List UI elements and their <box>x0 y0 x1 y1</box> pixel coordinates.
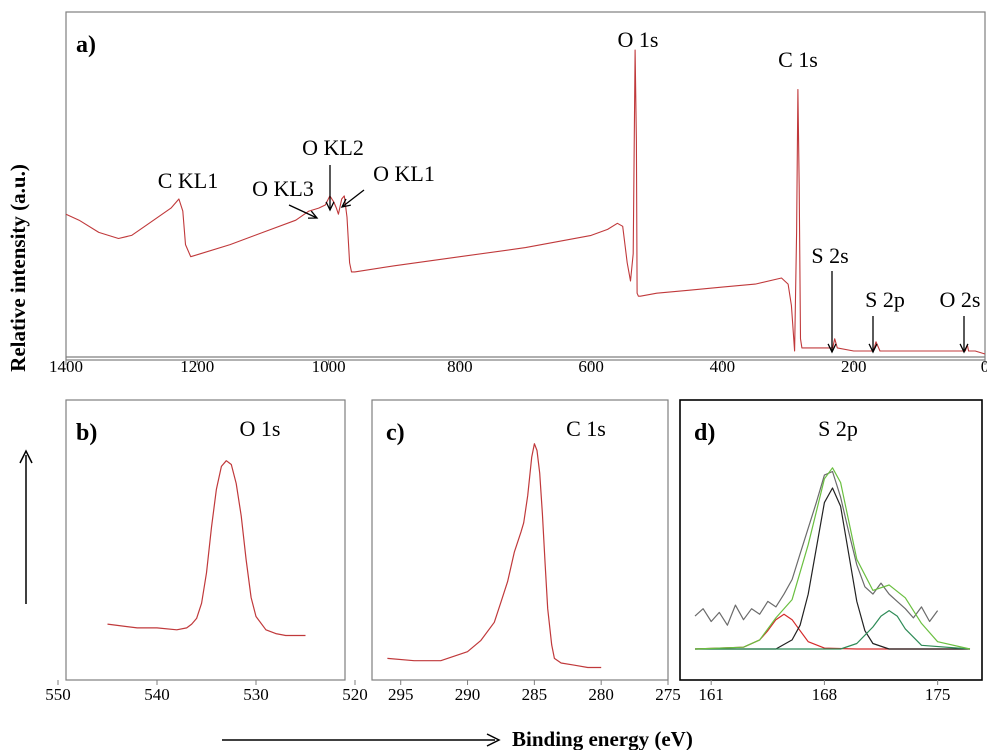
annotation-arrowhead <box>827 343 837 354</box>
annotation-arrowhead <box>340 198 351 208</box>
x-tick-label: 295 <box>388 685 414 704</box>
peak-annotation: O KL2 <box>302 135 364 160</box>
x-tick-label: 530 <box>243 685 269 704</box>
peak-annotation: S 2p <box>865 287 905 312</box>
x-tick-label: 400 <box>710 357 736 376</box>
panel-label: d) <box>694 420 715 446</box>
x-tick-label: 800 <box>447 357 473 376</box>
peak-annotation: C 1s <box>778 47 818 72</box>
plot-frame <box>65 11 986 361</box>
panel-title: O 1s <box>240 416 281 441</box>
annotation-arrowhead <box>325 201 335 212</box>
y-axis-title: Relative intensity (a.u.) <box>6 164 30 372</box>
series-line <box>387 443 602 669</box>
peak-annotation: O 1s <box>618 27 659 52</box>
peak-annotation: O KL3 <box>252 176 314 201</box>
panel-b: 550 540 530 520 b) O 1s <box>45 399 368 704</box>
series-line <box>694 470 939 626</box>
x-axis-title: Binding energy (eV) <box>512 727 693 750</box>
panel-title: C 1s <box>566 416 606 441</box>
y-axis-arrow-head <box>19 449 33 464</box>
annotation-arrow <box>341 189 365 208</box>
series-line <box>107 460 306 637</box>
peak-annotation: O 2s <box>940 287 981 312</box>
panel-title: S 2p <box>818 416 858 441</box>
annotation-arrowhead <box>868 343 878 354</box>
panel-a: 1400 1200 1000 800 600 400 200 0 a) O 1s C 1s C KL1… <box>49 11 987 376</box>
x-tick-label: 175 <box>925 685 951 704</box>
x-tick-label: 550 <box>45 685 71 704</box>
x-tick-label: 0 <box>981 357 987 376</box>
plot-frame <box>371 399 669 681</box>
x-tick-label: 168 <box>812 685 838 704</box>
x-tick-label: 540 <box>144 685 170 704</box>
panel-d: 161 168 175 d) S 2p <box>679 399 983 704</box>
x-axis-arrow-head <box>486 733 501 747</box>
annotation-arrowhead <box>959 343 969 354</box>
panel-label: b) <box>76 420 97 446</box>
x-tick-label: 520 <box>342 685 368 704</box>
plot-frame <box>65 399 346 681</box>
x-tick-label: 285 <box>522 685 548 704</box>
x-tick-label: 1400 <box>49 357 83 376</box>
series-line <box>65 49 986 355</box>
x-tick-label: 1000 <box>312 357 346 376</box>
x-tick-label: 600 <box>578 357 604 376</box>
peak-annotation: O KL1 <box>373 161 435 186</box>
x-tick-label: 200 <box>841 357 867 376</box>
x-tick-label: 290 <box>455 685 481 704</box>
series-line <box>695 487 970 650</box>
peak-annotation: C KL1 <box>158 168 219 193</box>
series-line <box>694 467 971 650</box>
x-tick-label: 161 <box>698 685 724 704</box>
annotation-arrow <box>288 204 318 219</box>
panel-label: a) <box>76 32 96 58</box>
x-tick-label: 275 <box>655 685 681 704</box>
x-tick-label: 280 <box>588 685 614 704</box>
panel-label: c) <box>386 420 405 446</box>
plot-frame <box>679 399 983 681</box>
panel-c: 295 290 285 280 275 c) C 1s <box>371 399 681 704</box>
annotation-arrowhead <box>307 210 319 219</box>
peak-annotation: S 2s <box>811 243 848 268</box>
series-line <box>695 610 971 650</box>
x-tick-label: 1200 <box>180 357 214 376</box>
